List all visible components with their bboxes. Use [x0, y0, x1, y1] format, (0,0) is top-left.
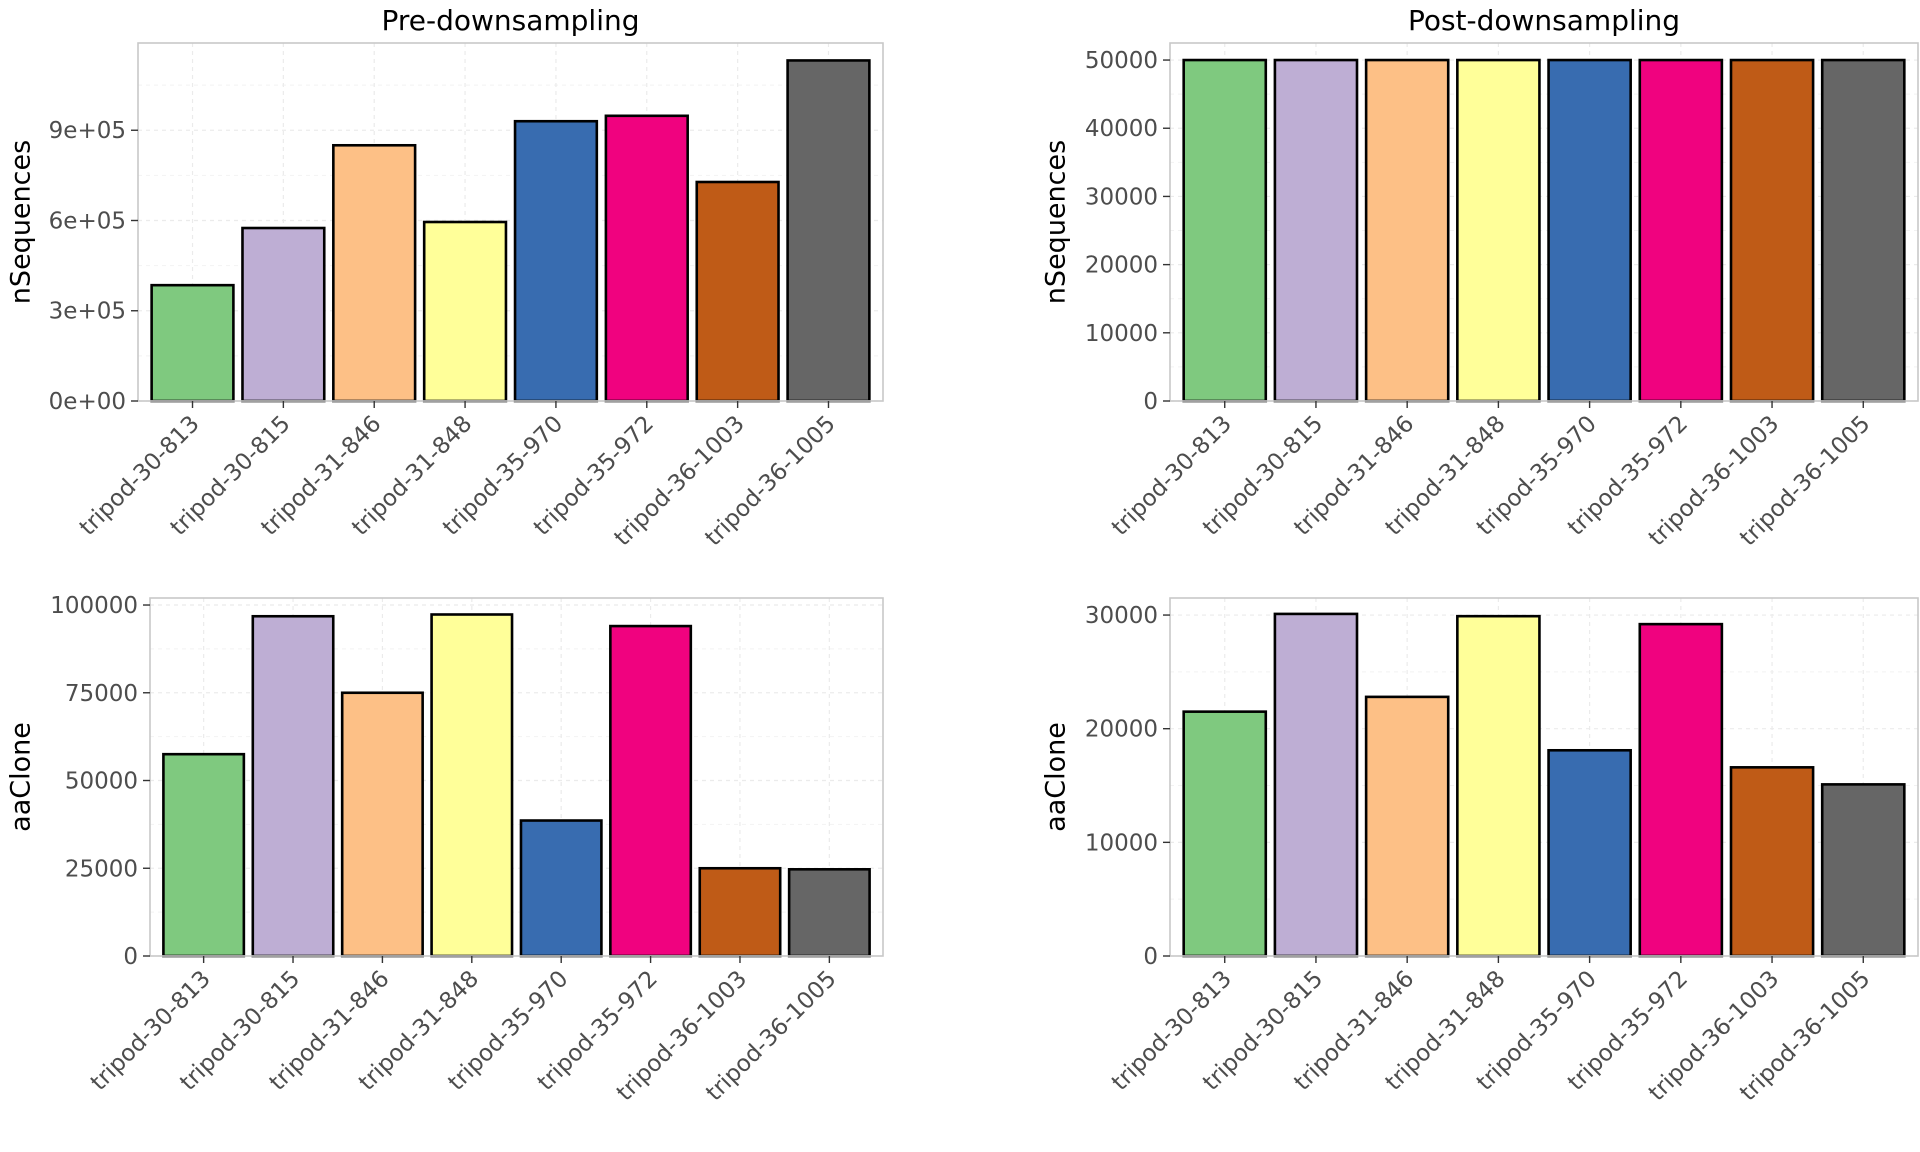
- bar-tripod-31-846: [340, 691, 424, 958]
- y-axis-label: nSequences: [6, 140, 37, 304]
- bar-tripod-31-848: [430, 613, 514, 958]
- bar-tripod-30-813: [150, 283, 235, 403]
- y-tick-label: 0: [1143, 944, 1158, 970]
- panel-border: [1169, 597, 1919, 957]
- bar-tripod-35-970: [513, 119, 599, 403]
- y-tick-label: 0e+00: [49, 389, 126, 415]
- y-tick-label: 100000: [50, 593, 138, 619]
- bar-tripod-35-970: [519, 819, 603, 958]
- bar-tripod-31-848: [422, 220, 508, 403]
- panel-border: [1169, 42, 1919, 402]
- y-axis-label: nSequences: [1041, 140, 1072, 304]
- bar-tripod-36-1003: [698, 866, 782, 958]
- y-tick-label: 50000: [65, 769, 138, 795]
- y-tick-label: 30000: [1085, 603, 1158, 629]
- y-axis-label: aaClone: [1041, 722, 1072, 832]
- bar-tripod-30-813: [1182, 58, 1268, 403]
- y-tick-label: 0: [123, 944, 138, 970]
- bar-tripod-35-970: [1547, 748, 1632, 958]
- bar-tripod-36-1003: [1729, 58, 1815, 403]
- bar-tripod-36-1003: [695, 180, 780, 403]
- bar-tripod-30-815: [251, 614, 335, 958]
- bar-tripod-31-848: [1456, 614, 1541, 958]
- panel-title: Pre-downsampling: [381, 4, 639, 37]
- bar-tripod-30-813: [1182, 710, 1268, 958]
- bar-tripod-36-1003: [1729, 766, 1815, 958]
- bar-tripod-36-1005: [1820, 783, 1906, 958]
- y-tick-label: 10000: [1085, 830, 1158, 856]
- panel-4: 0100002000030000tripod-30-813tripod-30-8…: [1041, 597, 1919, 1106]
- y-tick-label: 75000: [65, 681, 138, 707]
- bar-tripod-31-848: [1456, 58, 1541, 403]
- y-tick-label: 10000: [1085, 321, 1158, 347]
- panel-1: 0e+003e+056e+059e+05tripod-30-813tripod-…: [6, 4, 884, 551]
- bar-tripod-31-846: [1364, 695, 1450, 958]
- y-tick-label: 20000: [1085, 253, 1158, 279]
- bar-tripod-30-815: [1273, 612, 1359, 958]
- panel-3: 0250005000075000100000tripod-30-813tripo…: [6, 593, 884, 1106]
- bar-tripod-30-815: [1273, 58, 1359, 403]
- y-tick-label: 0: [1143, 389, 1158, 415]
- y-tick-label: 3e+05: [49, 299, 126, 325]
- bar-tripod-35-972: [1638, 58, 1724, 403]
- panel-border: [137, 42, 884, 402]
- bar-tripod-30-815: [241, 226, 326, 403]
- y-tick-label: 25000: [65, 856, 138, 882]
- bar-tripod-30-813: [162, 752, 246, 958]
- bar-tripod-36-1005: [787, 868, 871, 958]
- bar-tripod-35-970: [1547, 58, 1632, 403]
- panel-title: Post-downsampling: [1408, 4, 1680, 37]
- y-tick-label: 6e+05: [49, 208, 126, 234]
- y-tick-label: 20000: [1085, 717, 1158, 743]
- y-tick-label: 9e+05: [49, 118, 126, 144]
- bar-tripod-35-972: [609, 624, 693, 958]
- bar-tripod-36-1005: [1820, 58, 1906, 403]
- bar-tripod-31-846: [1364, 58, 1450, 403]
- panel-border: [149, 597, 884, 957]
- bar-tripod-31-846: [332, 143, 417, 403]
- y-axis-label: aaClone: [6, 722, 37, 832]
- bar-tripod-36-1005: [786, 59, 871, 403]
- y-tick-label: 40000: [1085, 116, 1158, 142]
- panel-2: 01000020000300004000050000tripod-30-813t…: [1041, 4, 1919, 551]
- bar-tripod-35-972: [1638, 622, 1724, 958]
- bar-tripod-35-972: [604, 114, 689, 403]
- y-tick-label: 50000: [1085, 48, 1158, 74]
- y-tick-label: 30000: [1085, 184, 1158, 210]
